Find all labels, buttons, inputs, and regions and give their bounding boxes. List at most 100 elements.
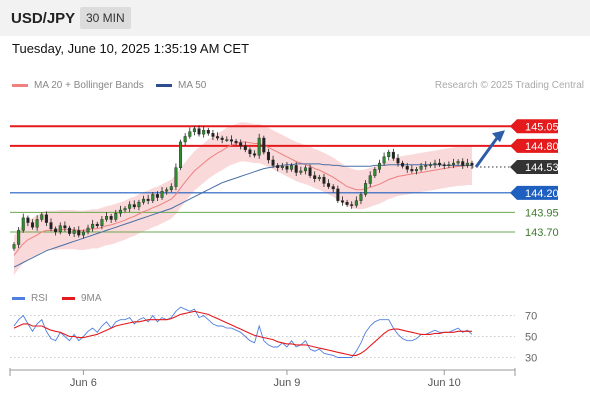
legend-ma20-swatch	[12, 83, 28, 87]
candle-body	[419, 166, 423, 170]
candle-body	[461, 161, 465, 166]
candle-body	[160, 191, 164, 198]
candle-body	[179, 141, 183, 168]
candle-body	[192, 128, 196, 132]
level-tag-144.20-bg	[510, 185, 558, 200]
legend-ma50-swatch	[156, 83, 172, 87]
rsi-line	[13, 306, 473, 358]
candle-body	[257, 137, 261, 156]
timestamp: Tuesday, June 10, 2025 1:35:19 AM CET	[12, 41, 250, 56]
level-tag-144.20-text: 144.20	[525, 188, 559, 200]
candle-body	[58, 225, 62, 233]
candle-body	[151, 194, 155, 201]
candle-body	[340, 200, 344, 203]
ma20-line	[13, 141, 472, 256]
candle-body	[280, 166, 284, 168]
candle-body	[169, 186, 173, 190]
candle-body	[317, 176, 321, 179]
candle-body	[359, 194, 363, 201]
candle-body	[470, 162, 474, 166]
candle-body	[202, 130, 206, 135]
candle-body	[414, 169, 418, 172]
level-tag-145.05-text: 145.05	[525, 121, 559, 133]
candle-body	[424, 165, 428, 167]
candle-body	[137, 202, 141, 208]
candle-body	[12, 244, 16, 249]
candle-body	[17, 230, 21, 245]
candle-body	[294, 165, 298, 173]
legend-ma50: MA 50	[156, 80, 206, 91]
candle-body	[35, 219, 39, 228]
candle-body	[456, 161, 460, 164]
candle-body	[188, 131, 192, 137]
candle-body	[377, 162, 381, 170]
candle-body	[299, 170, 303, 173]
x-tick-label: Jun 9	[273, 377, 300, 389]
candle-body	[354, 200, 358, 206]
candle-body	[109, 216, 113, 220]
candle-body	[285, 166, 289, 170]
candle-body	[225, 139, 229, 141]
level-tag-144.80-bg	[510, 138, 558, 153]
candle-body	[197, 128, 201, 135]
candle-body	[229, 139, 233, 142]
candle-body	[44, 214, 48, 223]
candle-body	[234, 140, 238, 143]
rsi-ma-line	[13, 310, 472, 356]
current-price-tag-text: 144.53	[525, 162, 559, 174]
credit-text: Research © 2025 Trading Central	[434, 80, 584, 91]
candle-body	[91, 223, 95, 229]
candle-body	[31, 222, 35, 228]
rsi-tick-50: 50	[525, 332, 537, 344]
candle-body	[40, 214, 44, 220]
candle-body	[451, 162, 455, 165]
pair-title: USD/JPY	[11, 10, 76, 27]
level-tag-144.80-text: 144.80	[525, 141, 559, 153]
rsi-tick-30: 30	[525, 353, 537, 365]
candle-body	[54, 228, 58, 233]
candle-body	[313, 175, 317, 179]
timeframe-button[interactable]: 30 MIN	[80, 7, 131, 29]
candle-body	[373, 169, 377, 176]
candle-body	[114, 212, 118, 220]
x-tick-label: Jun 6	[70, 377, 97, 389]
candle-body	[132, 204, 136, 208]
current-price-tag-bg	[510, 160, 558, 174]
candle-body	[308, 167, 312, 176]
candle-body	[276, 165, 280, 168]
candle-body	[243, 145, 247, 150]
legend-rsi-ma-label: 9MA	[81, 293, 102, 304]
candle-body	[26, 217, 30, 223]
candle-body	[253, 153, 257, 156]
candle-body	[322, 176, 326, 184]
candle-body	[105, 216, 109, 220]
candle-body	[428, 164, 432, 166]
candle-body	[433, 162, 437, 165]
candle-body	[95, 223, 99, 226]
candle-body	[155, 194, 159, 198]
candle-body	[447, 164, 451, 166]
candle-body	[118, 209, 122, 214]
candle-body	[387, 151, 391, 158]
level-label-143.70: 143.70	[525, 227, 559, 239]
candle-body	[68, 227, 72, 234]
candle-body	[465, 162, 469, 166]
legend-rsi: RSI	[12, 293, 48, 304]
candle-body	[364, 183, 368, 195]
candle-body	[442, 164, 446, 166]
candle-body	[368, 175, 372, 184]
candle-body	[336, 188, 340, 201]
candle-body	[206, 130, 210, 134]
legend-rsi-label: RSI	[31, 293, 48, 304]
bollinger-band	[14, 122, 472, 276]
level-label-143.95: 143.95	[525, 207, 559, 219]
candle-body	[183, 136, 187, 143]
candle-body	[123, 208, 127, 211]
candle-body	[220, 137, 224, 140]
legend-rsi-ma: 9MA	[62, 293, 102, 304]
legend-ma20-label: MA 20 + Bollinger Bands	[34, 80, 144, 91]
legend-rsi-ma-swatch	[62, 296, 75, 300]
candle-body	[345, 202, 349, 205]
candle-body	[401, 162, 405, 167]
candle-body	[81, 231, 85, 236]
